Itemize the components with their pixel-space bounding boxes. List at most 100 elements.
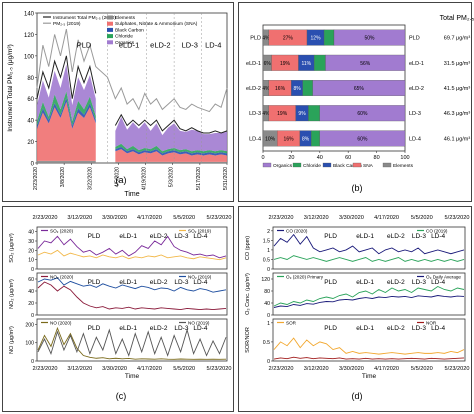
period-label-c: PLD [88, 233, 101, 240]
x-tick-label-top-c: 4/17/2020 [137, 215, 162, 221]
line-d-co-2020- [273, 233, 465, 255]
bar-segment-chloride [302, 80, 313, 96]
panel-label-a: (a) [116, 175, 127, 185]
bar-segment-chloride [308, 105, 320, 122]
y-tick-label-a: 140 [24, 12, 35, 18]
subplot-frame-c [36, 226, 228, 270]
legend-swatch-a [107, 27, 113, 32]
y-tick-label-c: 20 [28, 248, 34, 254]
x-tick-label-top-d: 3/12/2020 [304, 215, 329, 221]
period-label-a: LD-4 [205, 40, 221, 49]
period-label-d: eLD-1 [356, 279, 374, 286]
legend-swatch-b [262, 162, 272, 168]
data-label-b: 6% [264, 61, 272, 67]
line-total-2020 [36, 55, 228, 134]
period-label-d: eLD-1 [356, 233, 374, 240]
category-label-left-b: LD-3 [249, 111, 261, 117]
total-value-b: 46.1 μg/m³ [444, 136, 471, 142]
legend-swatch-a [107, 21, 113, 26]
line-d-sor [273, 337, 465, 355]
legend-label-d: O₃ (2020) Primary [286, 275, 324, 280]
legend-label-a: Elements [115, 15, 136, 21]
chart-a: 0 20 40 60 80 100 120 140 2/23/2020 3/8/2020 3/22/… [7, 12, 229, 199]
y-axis-label-d: CO (ppm) [245, 236, 251, 260]
x-tick-label-b: 20 [288, 155, 294, 161]
bar-segment-organics [312, 80, 406, 96]
category-label-right-b: eLD-1 [409, 61, 424, 67]
y-tick-label-c: 40 [28, 230, 34, 236]
legend-label-c: NO₂ (2019) [188, 275, 212, 280]
x-tick-label-bottom-d: 4/17/2020 [374, 366, 399, 372]
line-c-so-2020- [37, 235, 227, 259]
period-label-c: eLD-1 [119, 325, 137, 332]
data-label-b: 19% [280, 61, 291, 67]
period-label-c: LD-3 [174, 233, 188, 240]
subplot-frame-d [272, 272, 466, 316]
legend-label-a: Organics [115, 40, 135, 46]
y-tick-label-d: 0.5 [263, 340, 270, 346]
y-tick-label-a: 100 [24, 54, 35, 60]
legend-label-d: SOR [286, 321, 297, 326]
legend-label-b: SNA [363, 163, 374, 169]
y-tick-label-d: 120 [261, 277, 270, 283]
chart-b: Total PM₂.₅ 0 20 40 60 80 100 PLD PLD 69.7 μg/m³ 4… [246, 15, 474, 193]
y-tick-label-d: 2 [267, 229, 270, 235]
category-label-left-b: eLD-1 [246, 61, 261, 67]
subplot-frame-c [36, 272, 228, 316]
y-tick-label-c: 60 [28, 277, 34, 283]
category-label-right-b: eLD-2 [409, 86, 424, 92]
line-d-o-2020-primary [273, 285, 465, 307]
subplot-frame-c [36, 318, 228, 362]
x-tick-label-a: 3/22/2020 [87, 167, 93, 190]
x-tick-label-a: 4/19/2020 [142, 167, 148, 190]
legend-label-b: Chloride [303, 163, 321, 169]
area-organics [115, 116, 227, 152]
y-tick-label-d: 1 [267, 248, 270, 254]
x-tick-label-a: 4/5/2020 [114, 167, 120, 187]
panel-b: Total PM₂.₅ 0 20 40 60 80 100 PLD PLD 69.7 μg/m³ 4… [238, 2, 474, 202]
category-label-left-b: eLD-2 [246, 86, 261, 92]
y-tick-label-a: 80 [27, 76, 34, 82]
x-tick-label-b: 0 [261, 155, 264, 161]
data-label-b: 4% [262, 36, 270, 42]
x-tick-label-b: 40 [317, 155, 323, 161]
legend-label-a: Sulphates, Nitrate & Ammonium (SNA) [115, 21, 198, 27]
y-axis-label-c: SO₂ (μg/m³) [9, 233, 15, 263]
panel-label-c: (c) [116, 391, 127, 401]
bar-segment-organics [319, 130, 406, 147]
data-label-b: 16% [275, 86, 286, 92]
category-label-right-b: PLD [409, 36, 420, 42]
y-tick-label-a: 40 [27, 119, 34, 125]
x-tick-label-a: 5/3/2020 [169, 167, 175, 187]
y-tick-label-d: 0 [267, 359, 270, 365]
category-label-right-b: LD-4 [409, 136, 421, 142]
data-label-b: 19% [277, 111, 288, 117]
period-label-c: LD-3 [174, 325, 188, 332]
y-tick-label-d: 0 [267, 313, 270, 319]
y-tick-label-d: 0 [267, 267, 270, 273]
y-axis-label-d: SOR/NOR [245, 327, 251, 353]
x-axis-label-d: Time [362, 373, 377, 380]
data-label-b: 16% [284, 136, 295, 142]
panel-d: 2/23/2020 2/23/2020 3/12/2020 3/12/2020 3/30… [238, 206, 472, 412]
legend-label-d: CO (2020) [286, 229, 308, 234]
period-label-d: PLD [324, 233, 337, 240]
x-tick-label-bottom-d: 5/23/2020 [445, 366, 470, 372]
data-label-b: 9% [298, 111, 306, 117]
y-axis-label-a: Instrument Total PM₂.₅ (μg/m³) [7, 44, 14, 132]
x-tick-label-bottom-d: 2/23/2020 [269, 366, 294, 372]
x-tick-label-b: 100 [400, 155, 409, 161]
x-tick-label-top-d: 3/30/2020 [339, 215, 364, 221]
x-tick-label-top-c: 3/30/2020 [102, 215, 127, 221]
chart-c: 2/23/2020 2/23/2020 3/12/2020 3/12/2020 3/30… [9, 215, 231, 401]
period-label-d: eLD-2 [387, 325, 405, 332]
period-label-d: eLD-2 [387, 279, 405, 286]
x-axis-label-a: Time [124, 191, 139, 198]
legend-swatch-b [292, 162, 302, 168]
data-label-b: 60% [357, 136, 368, 142]
bar-segment-chloride [311, 130, 320, 147]
period-label-c: eLD-2 [150, 279, 168, 286]
period-label-d: LD-3 [412, 279, 426, 286]
line-d-nor [273, 356, 465, 360]
data-label-b: 4% [262, 111, 270, 117]
